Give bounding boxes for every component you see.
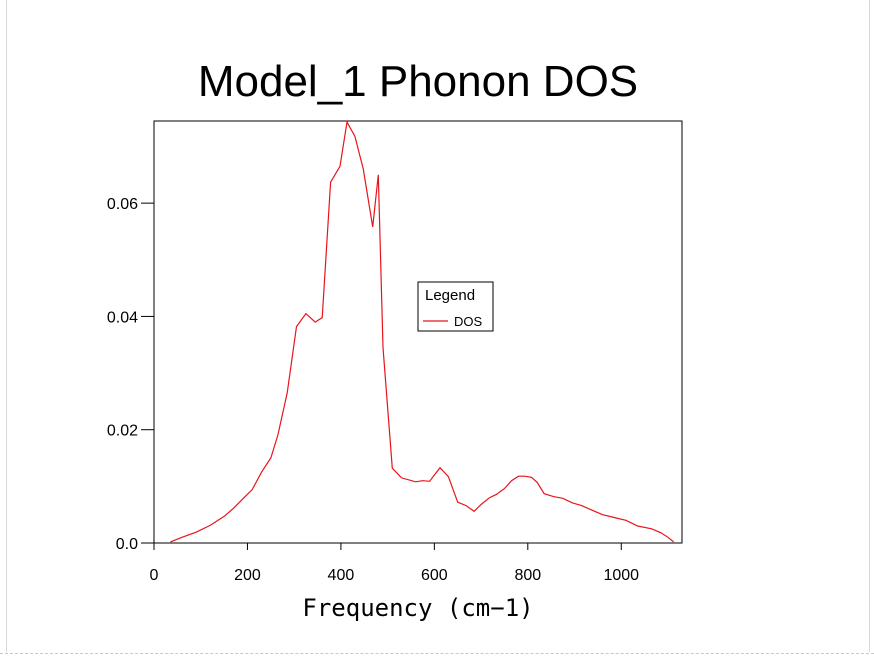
window-bottom-edge [0, 653, 874, 654]
series-line-dos [170, 120, 674, 543]
x-tick-label: 400 [328, 567, 355, 584]
x-tick-label: 200 [234, 567, 261, 584]
chart-title: Model_1 Phonon DOS [198, 57, 638, 106]
window-left-edge [6, 0, 7, 652]
y-tick-label: 0.04 [107, 309, 138, 326]
x-axis: 0 200 400 600 800 1000 [150, 543, 639, 584]
plot-frame [153, 120, 683, 544]
legend-title: Legend [425, 287, 475, 304]
x-tick-label: 600 [421, 567, 448, 584]
x-tick-label: 800 [514, 567, 541, 584]
legend-entry-dos: DOS [454, 314, 483, 329]
x-tick-label: 0 [150, 567, 159, 584]
x-tick-label: 1000 [603, 567, 639, 584]
legend-box [417, 281, 494, 332]
window-right-edge [869, 0, 870, 652]
y-tick-label: 0.02 [107, 423, 138, 440]
y-tick-label: 0.06 [107, 196, 138, 213]
y-tick-label: 0.0 [116, 536, 138, 553]
x-axis-label: Frequency (cm−1) [302, 594, 533, 622]
y-axis: 0.0 0.02 0.04 0.06 [107, 196, 154, 553]
legend: Legend DOS [417, 281, 494, 332]
